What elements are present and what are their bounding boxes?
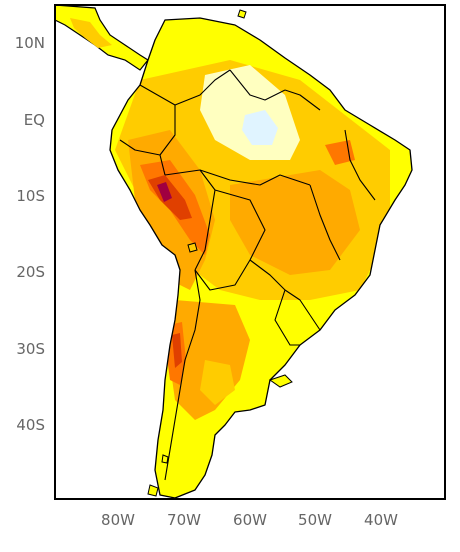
lat-label-20s: 20S (16, 263, 45, 281)
yellow-pocket-south (200, 360, 235, 405)
plot-border (54, 4, 446, 500)
dark-red-core (157, 182, 172, 202)
lat-label-40s: 40S (16, 416, 45, 434)
latitude-labels: 10N EQ 10S 20S 30S 40S (15, 34, 45, 434)
longitude-labels: 80W 70W 60W 50W 40W (101, 511, 398, 529)
lon-label-60w: 60W (233, 511, 267, 529)
lon-label-50w: 50W (298, 511, 332, 529)
lon-label-70w: 70W (167, 511, 201, 529)
orange-contour-east (230, 170, 360, 275)
red-contour-chile (172, 333, 182, 368)
country-borders (119, 69, 376, 481)
lat-label-eq: EQ (24, 111, 45, 129)
lat-label-30s: 30S (16, 340, 45, 358)
lon-label-40w: 40W (364, 511, 398, 529)
lat-label-10s: 10S (16, 187, 45, 205)
lon-label-80w: 80W (101, 511, 135, 529)
light-blue-amazon (242, 110, 278, 145)
lake-titicaca (187, 242, 198, 253)
lat-label-10n: 10N (15, 34, 45, 52)
central-america (54, 4, 149, 71)
coastline (109, 17, 413, 499)
islands (147, 9, 293, 497)
